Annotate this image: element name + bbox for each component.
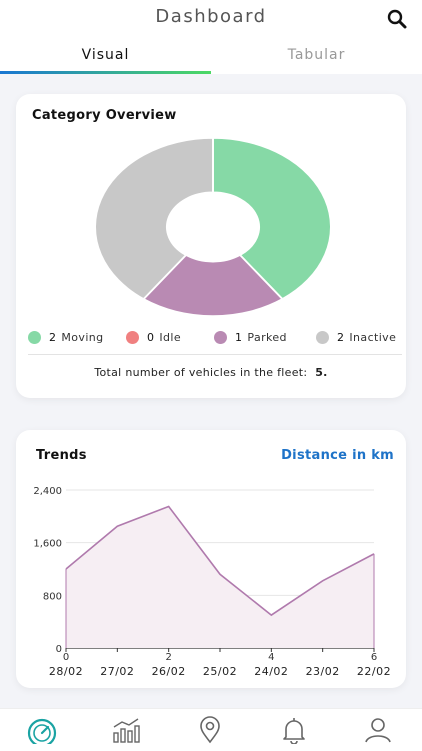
date-label: 28/02 bbox=[49, 665, 83, 678]
legend-count: 0 bbox=[147, 330, 155, 344]
bottom-nav bbox=[0, 708, 422, 751]
legend-item-inactive: 2 Inactive bbox=[316, 328, 396, 346]
x-tick-label: 4 bbox=[268, 652, 274, 663]
x-tick-label: 6 bbox=[371, 652, 377, 663]
trend-area-fill bbox=[66, 506, 374, 648]
divider bbox=[28, 354, 402, 355]
trend-line-chart: 0 800 1,600 2,400 0 28/02 27/02 2 26/02 25/02 4 24/… bbox=[33, 486, 391, 678]
reports-icon bbox=[113, 718, 140, 743]
location-icon bbox=[200, 716, 220, 744]
date-label: 23/02 bbox=[306, 665, 340, 678]
profile-icon bbox=[365, 718, 391, 743]
y-tick-label: 800 bbox=[43, 591, 62, 602]
donut-slice-parked[interactable] bbox=[142, 254, 284, 316]
legend-label: Moving bbox=[61, 330, 104, 344]
date-label: 24/02 bbox=[254, 665, 288, 678]
legend-item-parked: 1 Parked bbox=[214, 328, 287, 346]
nav-reports[interactable] bbox=[84, 713, 168, 747]
legend-label: Idle bbox=[159, 330, 182, 344]
trends-card: Trends Distance in km 0 800 1,600 2,400 0 28/… bbox=[16, 430, 406, 688]
date-label: 22/02 bbox=[357, 665, 391, 678]
legend-dot bbox=[126, 330, 139, 344]
legend-label: Inactive bbox=[349, 330, 397, 344]
alerts-icon bbox=[283, 718, 305, 744]
search-icon bbox=[387, 9, 407, 29]
legend-item-idle: 0 Idle bbox=[126, 328, 181, 346]
date-label: 26/02 bbox=[152, 665, 186, 678]
tab-tabular[interactable]: Tabular bbox=[287, 47, 346, 63]
x-tick-label: 2 bbox=[165, 652, 171, 663]
legend-dot bbox=[214, 330, 227, 344]
y-tick-label: 2,400 bbox=[33, 486, 62, 497]
active-tab-indicator bbox=[0, 71, 211, 74]
legend-dot bbox=[28, 330, 41, 344]
fleet-total: Total number of vehicles in the fleet: 5… bbox=[16, 366, 406, 379]
page-title: Dashboard bbox=[155, 6, 267, 27]
legend-count: 1 bbox=[235, 330, 243, 344]
date-label: 27/02 bbox=[100, 665, 134, 678]
legend-label: Parked bbox=[247, 330, 287, 344]
trend-line bbox=[65, 505, 375, 617]
search-button[interactable] bbox=[386, 8, 408, 30]
y-tick-label: 0 bbox=[56, 644, 62, 655]
legend-dot bbox=[316, 330, 329, 344]
trends-title: Trends bbox=[36, 448, 87, 463]
x-tick-label: 0 bbox=[63, 652, 69, 663]
nav-dashboard[interactable] bbox=[0, 713, 84, 747]
donut-chart bbox=[94, 138, 332, 316]
donut-slice-inactive[interactable] bbox=[94, 138, 214, 301]
chart-legend: 2 Moving 0 Idle 1 Parked 2 Inactive bbox=[16, 328, 406, 346]
fleet-total-label: Total number of vehicles in the fleet: bbox=[94, 366, 308, 379]
legend-item-moving: 2 Moving bbox=[28, 328, 104, 346]
nav-profile[interactable] bbox=[336, 713, 420, 747]
distance-metric-link[interactable]: Distance in km bbox=[281, 448, 394, 463]
legend-count: 2 bbox=[337, 330, 345, 344]
legend-count: 2 bbox=[49, 330, 57, 344]
nav-location[interactable] bbox=[168, 713, 252, 747]
category-overview-card: Category Overview 2 Moving 0 Idle 1 Parked 2 In… bbox=[16, 94, 406, 398]
tab-visual[interactable]: Visual bbox=[81, 47, 130, 63]
dashboard-icon bbox=[27, 718, 57, 744]
category-overview-title: Category Overview bbox=[32, 108, 177, 123]
fleet-total-value: 5. bbox=[315, 366, 328, 379]
y-tick-label: 1,600 bbox=[33, 539, 62, 550]
tab-bar: Visual Tabular bbox=[0, 44, 422, 74]
header: Dashboard Visual Tabular bbox=[0, 0, 422, 74]
date-label: 25/02 bbox=[203, 665, 237, 678]
nav-alerts[interactable] bbox=[252, 713, 336, 747]
donut-slice-moving[interactable] bbox=[212, 138, 332, 301]
